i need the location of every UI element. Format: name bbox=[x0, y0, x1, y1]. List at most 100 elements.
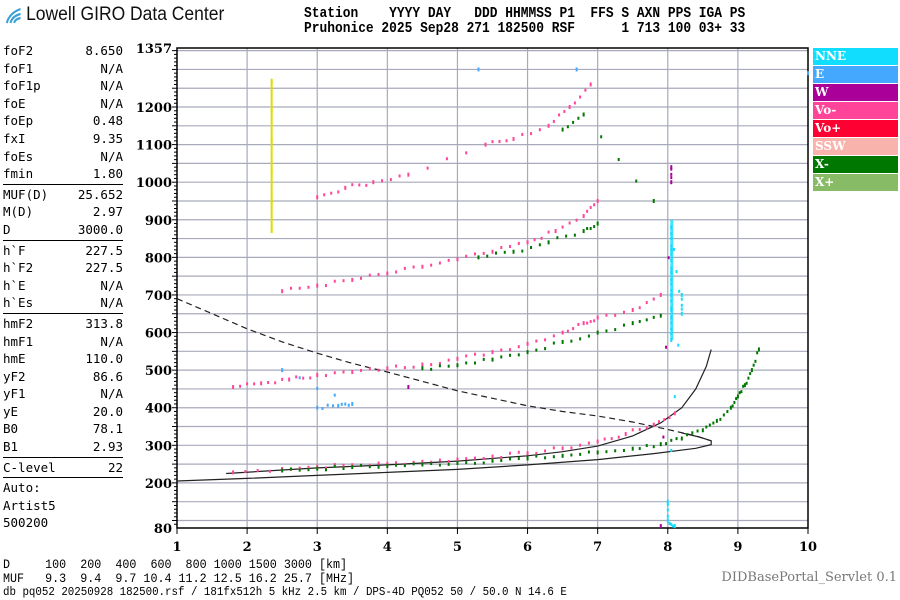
trace-point bbox=[316, 386, 319, 390]
param-key: hmE bbox=[3, 351, 26, 367]
trace-point bbox=[666, 503, 669, 507]
trace-point bbox=[526, 350, 529, 355]
trace-point bbox=[456, 257, 459, 262]
trace-point bbox=[666, 518, 669, 523]
parameters-panel: foF2 8.650 foF1 N/A foF1p N/A foE N/A foEp 0.48 fx… bbox=[3, 42, 123, 532]
trace-point bbox=[270, 80, 273, 232]
logo[interactable]: Lowell GIRO Data Center bbox=[4, 4, 224, 26]
trace-point bbox=[482, 457, 485, 461]
trace-point bbox=[344, 402, 347, 406]
trace-point bbox=[430, 363, 433, 367]
ionogram-chart: 8020030040050060070080090010001100120013… bbox=[136, 42, 817, 555]
param-value: 110.0 bbox=[85, 351, 123, 367]
trace-point bbox=[244, 470, 247, 474]
trace-point bbox=[456, 457, 459, 462]
trace-point bbox=[680, 292, 683, 297]
x-tick-label: 3 bbox=[313, 540, 322, 555]
param-value: 2.97 bbox=[92, 204, 123, 220]
separator bbox=[3, 239, 123, 241]
trace-point bbox=[552, 119, 555, 123]
legend-item-voplus: Vo+ bbox=[813, 120, 898, 137]
trace-point bbox=[500, 355, 503, 359]
trace-point bbox=[447, 258, 450, 262]
trace-point bbox=[465, 254, 468, 258]
param-key: C-level bbox=[3, 459, 56, 475]
trace-point bbox=[705, 425, 708, 429]
trace-point bbox=[587, 450, 590, 454]
trace-point bbox=[500, 458, 503, 462]
param-key: foF1p bbox=[3, 78, 41, 94]
param-value: N/A bbox=[100, 60, 123, 76]
x-tick-label: 4 bbox=[383, 540, 392, 555]
trace-point bbox=[691, 431, 694, 435]
param-value: 1.80 bbox=[92, 166, 123, 182]
trace-point bbox=[680, 307, 683, 311]
file-info: db pq052 20250928 182500.rsf / 181fx512h… bbox=[3, 585, 567, 599]
trace-point bbox=[680, 311, 683, 316]
trace-point bbox=[412, 462, 415, 466]
trace-point bbox=[570, 453, 573, 457]
trace-point bbox=[680, 303, 683, 307]
trace-point bbox=[333, 463, 336, 467]
separator bbox=[3, 477, 123, 479]
trace-point bbox=[561, 339, 564, 344]
trace-point bbox=[566, 329, 569, 333]
param-row: hmE 110.0 bbox=[3, 350, 123, 368]
param-key: h`E bbox=[3, 277, 26, 293]
trace-point bbox=[666, 499, 669, 504]
trace-point bbox=[321, 407, 324, 411]
param-value: 25.652 bbox=[77, 186, 123, 202]
trace-point bbox=[712, 421, 715, 425]
trace-point bbox=[544, 456, 547, 460]
trace-point bbox=[535, 339, 538, 343]
param-value: N/A bbox=[100, 95, 123, 111]
trace-point bbox=[652, 445, 655, 449]
param-row: h`F 227.5 bbox=[3, 242, 123, 260]
profile-curve-dashed bbox=[176, 298, 712, 442]
trace-point bbox=[572, 327, 575, 331]
trace-point bbox=[538, 243, 541, 247]
trace-point bbox=[447, 462, 450, 466]
trace-point bbox=[561, 225, 564, 229]
trace-point bbox=[512, 136, 515, 141]
param-row: h`F2 227.5 bbox=[3, 259, 123, 277]
trace-point bbox=[377, 368, 380, 372]
trace-point bbox=[533, 238, 536, 242]
trace-point bbox=[307, 468, 310, 472]
trace-point bbox=[579, 95, 582, 99]
param-value: 2.93 bbox=[92, 439, 123, 455]
trace-point bbox=[491, 357, 494, 362]
legend-item-e: E bbox=[813, 66, 898, 83]
trace-point bbox=[638, 319, 641, 323]
y-tick-label: 1357 bbox=[136, 42, 172, 57]
param-row: h`E N/A bbox=[3, 277, 123, 295]
trace-point bbox=[670, 176, 673, 180]
trace-point bbox=[596, 330, 599, 335]
trace-point bbox=[333, 279, 336, 283]
param-value: 3000.0 bbox=[77, 221, 123, 237]
trace-point bbox=[491, 350, 494, 355]
trace-point bbox=[526, 451, 529, 456]
trace-point bbox=[351, 401, 354, 406]
param-key: B0 bbox=[3, 421, 19, 437]
trace-point bbox=[652, 422, 655, 427]
trace-point bbox=[530, 246, 533, 250]
param-row: h`Es N/A bbox=[3, 294, 123, 312]
trace-point bbox=[605, 329, 608, 333]
trace-point bbox=[412, 460, 415, 464]
trace-point bbox=[668, 415, 671, 419]
trace-point bbox=[316, 373, 319, 378]
trace-point bbox=[465, 151, 468, 155]
trace-point bbox=[465, 461, 468, 465]
y-tick-label: 1100 bbox=[136, 139, 172, 154]
trace-point bbox=[586, 321, 589, 325]
trace-point bbox=[596, 315, 599, 320]
trace-point bbox=[324, 468, 327, 472]
param-key: yF2 bbox=[3, 368, 26, 384]
trace-point bbox=[465, 354, 468, 358]
trace-point bbox=[547, 123, 550, 128]
trace-point bbox=[573, 101, 576, 105]
trace-point bbox=[246, 382, 249, 386]
trace-point bbox=[752, 363, 755, 367]
trace-point bbox=[407, 385, 410, 390]
